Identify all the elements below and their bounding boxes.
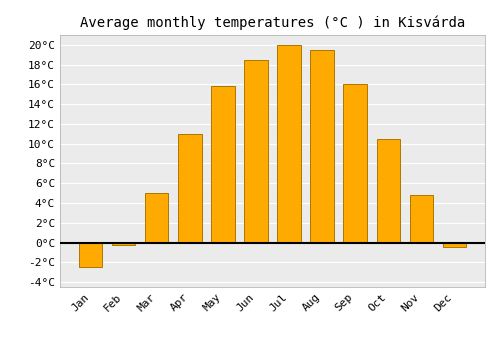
Bar — [410, 195, 432, 243]
Bar — [310, 50, 334, 243]
Bar — [376, 139, 400, 243]
Bar — [146, 193, 169, 243]
Bar — [278, 45, 300, 243]
Bar — [80, 243, 102, 267]
Bar — [212, 86, 234, 243]
Bar — [442, 243, 466, 247]
Bar — [344, 84, 366, 243]
Bar — [244, 60, 268, 243]
Bar — [112, 243, 136, 245]
Title: Average monthly temperatures (°C ) in Kisvárda: Average monthly temperatures (°C ) in Ki… — [80, 15, 465, 30]
Bar — [178, 134, 202, 243]
